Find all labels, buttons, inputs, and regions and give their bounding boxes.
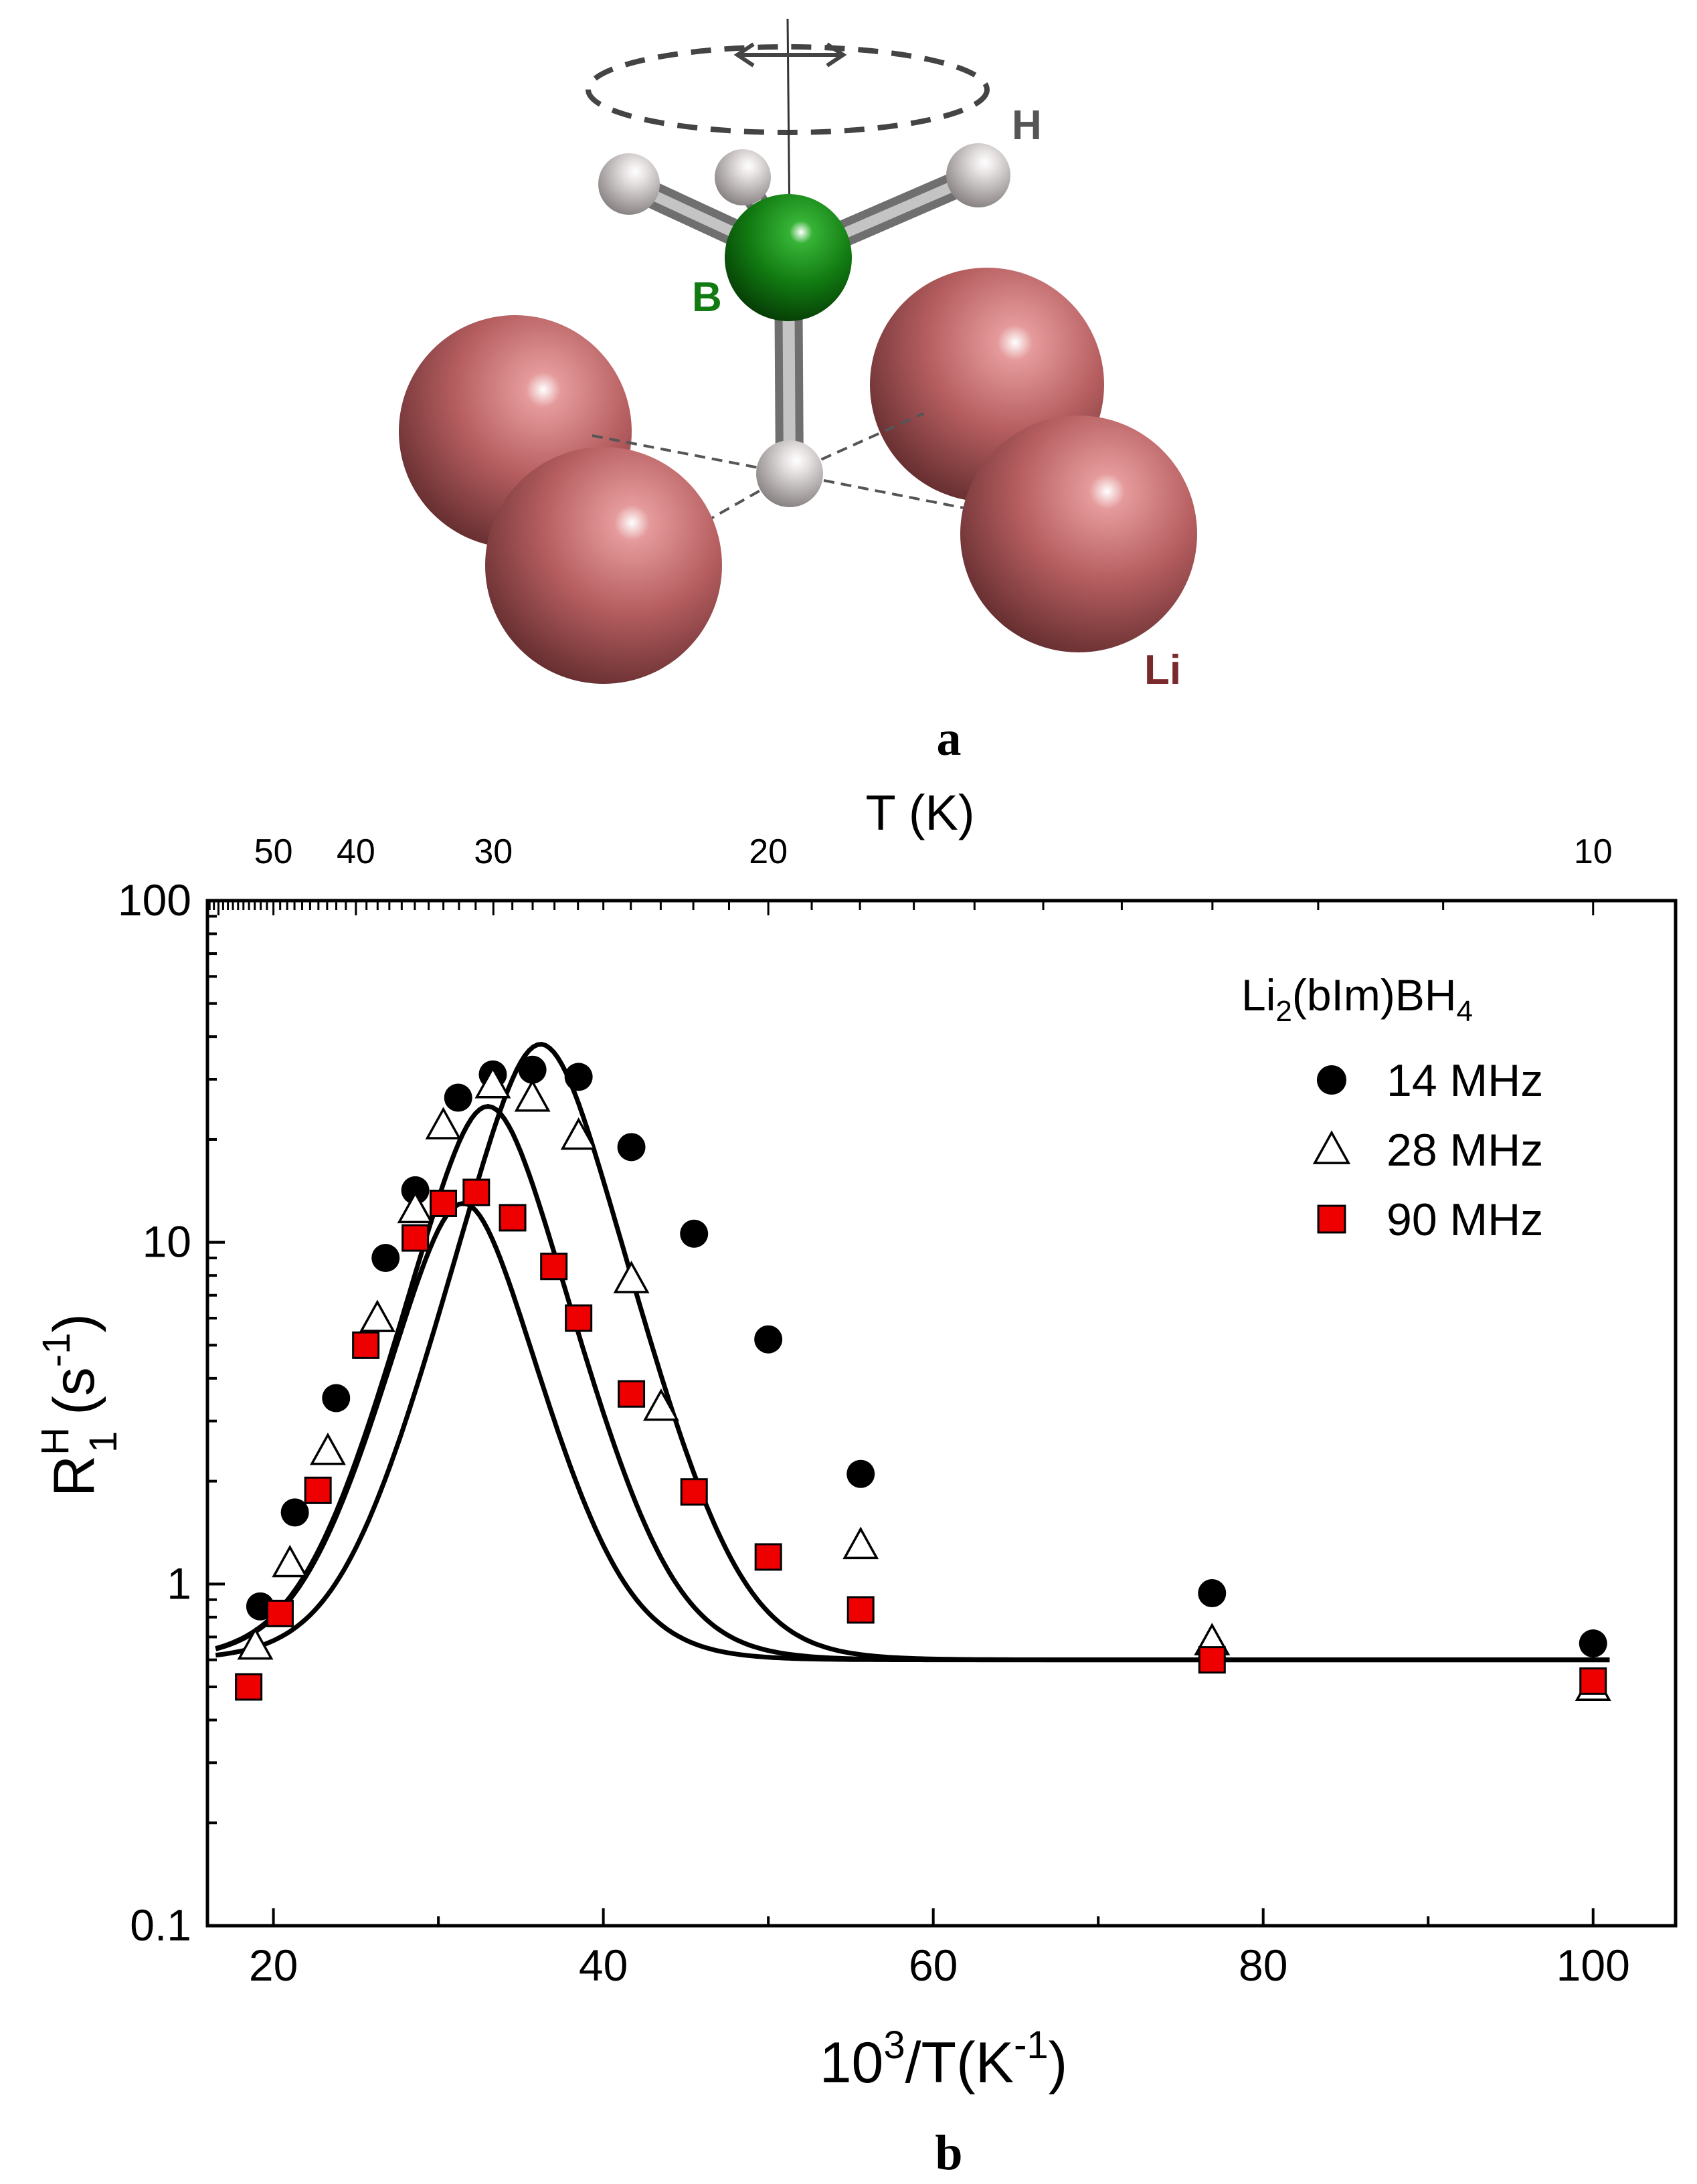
rotation-ellipse — [586, 44, 990, 135]
data-point-circle — [401, 1176, 430, 1204]
fit-curve — [215, 1200, 1610, 1663]
data-point-circle — [1198, 1579, 1227, 1608]
y-axis-label: RH 1 (s-1) — [33, 1313, 125, 1497]
plot-frame — [205, 899, 1678, 1928]
data-point-open-triangle — [474, 1065, 511, 1099]
data-point-open-triangle — [397, 1190, 434, 1224]
hydrogen-atom — [946, 143, 1010, 207]
top-tick-label: 50 — [254, 832, 293, 871]
data-point-square — [430, 1189, 458, 1217]
data-point-open-triangle — [425, 1107, 462, 1140]
data-point-square — [352, 1331, 380, 1359]
panel-a-label: a — [937, 711, 962, 766]
data-point-square — [540, 1253, 568, 1281]
data-point-circle — [564, 1063, 593, 1091]
legend-marker-square — [1317, 1204, 1346, 1234]
top-tick-label: 40 — [337, 832, 375, 871]
data-point-open-triangle — [514, 1079, 551, 1112]
data-point-circle — [846, 1459, 875, 1488]
data-point-open-triangle — [642, 1388, 679, 1421]
legend-entries: 14 MHz 28 MHz 90 MHz — [1312, 1055, 1543, 1245]
lithium-atom — [485, 447, 722, 684]
data-point-open-triangle — [842, 1526, 879, 1560]
data-point-open-triangle — [613, 1261, 650, 1293]
data-point-circle — [754, 1325, 783, 1354]
left-axis-ticks — [207, 899, 225, 1927]
x-tick-label: 80 — [1239, 1940, 1287, 1990]
data-point-open-triangle — [359, 1299, 395, 1332]
data-point-square — [401, 1224, 430, 1252]
top-tick-label: 30 — [474, 832, 513, 871]
legend-label: 14 MHz — [1387, 1055, 1543, 1106]
data-point-square — [618, 1380, 646, 1408]
data-point-open-triangle — [309, 1432, 346, 1465]
data-point-open-triangle — [272, 1544, 308, 1578]
legend-label: 90 MHz — [1387, 1194, 1543, 1245]
data-point-circle — [371, 1244, 400, 1273]
y-tick-label: 10 — [143, 1217, 191, 1267]
lithium-label: Li — [1144, 647, 1181, 693]
hydrogen-atom — [756, 440, 823, 507]
data-point-open-triangle — [237, 1627, 274, 1660]
data-point-square — [565, 1304, 593, 1332]
hydrogen-label: H — [1012, 102, 1042, 149]
top-tick-label: 10 — [1574, 832, 1613, 871]
panel-b-label: b — [935, 2126, 962, 2181]
data-point-circle — [518, 1055, 547, 1084]
top-axis-title: T (K) — [865, 785, 974, 840]
y-tick-label: 0.1 — [130, 1900, 191, 1950]
boron-atom — [725, 194, 852, 321]
data-point-circle — [322, 1384, 351, 1413]
y-tick-label: 100 — [118, 875, 191, 925]
data-point-square — [846, 1596, 875, 1624]
boron-label: B — [692, 274, 722, 321]
top-axis-ticks — [208, 901, 1595, 915]
legend-label: 28 MHz — [1387, 1125, 1543, 1176]
molecule-model: H B Li — [399, 18, 1197, 693]
hydrogen-atom — [598, 153, 660, 215]
x-tick-label: 20 — [249, 1940, 298, 1990]
bottom-axis-tick-labels: 20 40 60 80 100 — [249, 1940, 1630, 1990]
data-point-square — [235, 1673, 263, 1701]
x-axis-label: 103/T(K-1) — [820, 2023, 1068, 2095]
data-point-square — [1579, 1667, 1607, 1695]
top-axis-tick-labels: 50 40 30 20 10 — [254, 832, 1613, 871]
data-point-circle — [1579, 1629, 1607, 1658]
legend-title: Li2(bIm)BH4 — [1241, 970, 1473, 1028]
data-point-square — [754, 1543, 782, 1571]
rotation-arrow-icon — [733, 42, 847, 68]
legend-marker-open-triangle — [1312, 1130, 1351, 1164]
data-point-circle — [617, 1133, 646, 1162]
data-point-square — [266, 1599, 294, 1627]
hydrogen-atom — [715, 149, 771, 205]
bottom-axis-ticks — [272, 1908, 1595, 1926]
x-tick-label: 100 — [1556, 1940, 1630, 1990]
data-point-square — [499, 1204, 527, 1232]
relaxation-rate-chart: T (K) 50 40 30 20 10 20 40 60 80 100 0.1 1 10 100 L… — [33, 785, 1678, 2095]
top-tick-label: 20 — [749, 832, 788, 871]
left-axis-tick-labels: 0.1 1 10 100 — [118, 875, 191, 1950]
y-tick-label: 1 — [167, 1558, 191, 1608]
data-point-square — [1198, 1646, 1226, 1674]
data-point-open-triangle — [560, 1117, 597, 1150]
data-point-circle — [280, 1498, 309, 1527]
legend: Li2(bIm)BH4 14 MHz 28 MHz 90 MHz — [1241, 970, 1543, 1245]
data-point-square — [462, 1178, 490, 1206]
data-point-circle — [444, 1083, 472, 1112]
x-tick-label: 40 — [579, 1940, 628, 1990]
x-tick-label: 60 — [909, 1940, 958, 1990]
data-markers — [235, 1055, 1611, 1702]
legend-marker-circle — [1316, 1065, 1347, 1095]
data-point-square — [304, 1476, 332, 1504]
lithium-atom — [960, 416, 1197, 652]
data-point-circle — [680, 1219, 709, 1248]
data-point-square — [680, 1478, 708, 1506]
